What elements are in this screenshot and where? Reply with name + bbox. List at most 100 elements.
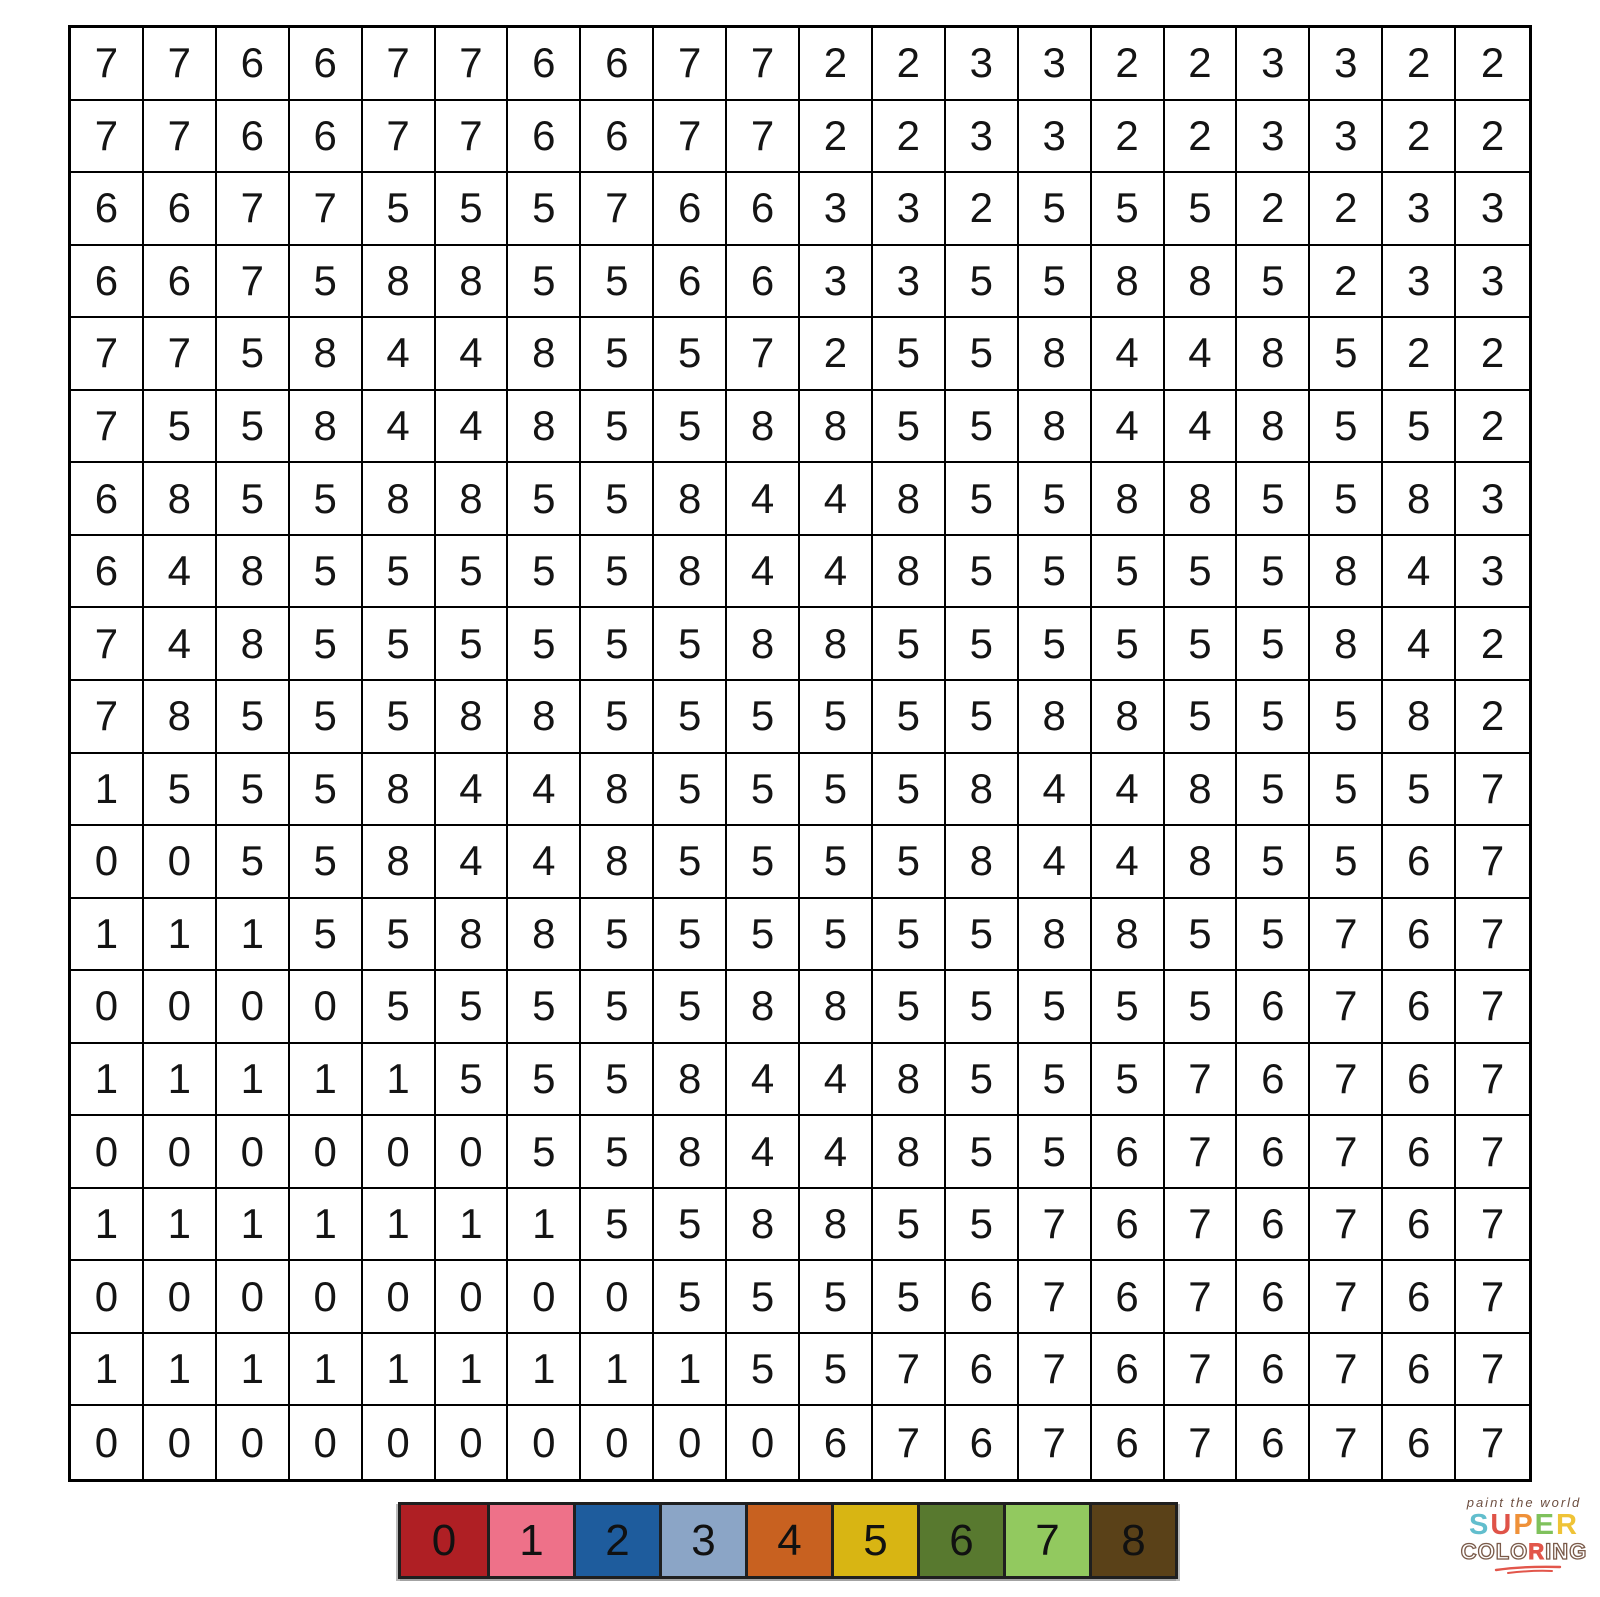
grid-cell[interactable]: 7 <box>1456 826 1529 899</box>
grid-cell[interactable]: 7 <box>1456 1116 1529 1189</box>
grid-cell[interactable]: 5 <box>508 173 582 246</box>
grid-cell[interactable]: 6 <box>1383 1261 1457 1334</box>
grid-cell[interactable]: 6 <box>1091 1116 1165 1189</box>
grid-cell[interactable]: 7 <box>727 318 800 391</box>
grid-cell[interactable]: 8 <box>216 535 290 609</box>
grid-cell[interactable]: 5 <box>289 826 363 899</box>
grid-cell[interactable]: 6 <box>1237 971 1311 1044</box>
grid-cell[interactable]: 7 <box>143 28 217 101</box>
grid-cell[interactable]: 0 <box>71 826 144 899</box>
grid-cell[interactable]: 8 <box>289 390 363 464</box>
grid-cell[interactable]: 2 <box>1091 100 1165 174</box>
grid-cell[interactable]: 0 <box>71 1261 144 1334</box>
grid-cell[interactable]: 0 <box>216 1406 290 1479</box>
grid-cell[interactable]: 5 <box>800 826 873 899</box>
grid-cell[interactable]: 6 <box>1091 1406 1165 1479</box>
grid-cell[interactable]: 3 <box>1237 100 1311 174</box>
grid-cell[interactable]: 5 <box>727 898 800 972</box>
grid-cell[interactable]: 1 <box>362 1333 436 1407</box>
legend-swatch-1[interactable]: 1 <box>487 1505 573 1576</box>
grid-cell[interactable]: 7 <box>362 28 436 101</box>
grid-cell[interactable]: 8 <box>362 753 436 827</box>
grid-cell[interactable]: 8 <box>435 680 509 754</box>
grid-cell[interactable]: 6 <box>945 1333 1019 1407</box>
grid-cell[interactable]: 8 <box>727 608 800 681</box>
grid-cell[interactable]: 8 <box>1164 245 1238 319</box>
grid-cell[interactable]: 5 <box>800 753 873 827</box>
grid-cell[interactable]: 3 <box>945 100 1019 174</box>
grid-cell[interactable]: 4 <box>1091 826 1165 899</box>
grid-cell[interactable]: 3 <box>1456 535 1529 609</box>
grid-cell[interactable]: 4 <box>1018 826 1092 899</box>
grid-cell[interactable]: 1 <box>362 1188 436 1262</box>
legend-swatch-8[interactable]: 8 <box>1089 1505 1175 1576</box>
grid-cell[interactable]: 5 <box>581 245 655 319</box>
grid-cell[interactable]: 5 <box>1164 608 1238 681</box>
grid-cell[interactable]: 4 <box>435 318 509 391</box>
grid-cell[interactable]: 4 <box>800 1116 873 1189</box>
grid-cell[interactable]: 8 <box>1310 535 1384 609</box>
grid-cell[interactable]: 0 <box>362 1261 436 1334</box>
grid-cell[interactable]: 3 <box>1456 245 1529 319</box>
grid-cell[interactable]: 1 <box>216 898 290 972</box>
grid-cell[interactable]: 5 <box>654 390 728 464</box>
grid-cell[interactable]: 0 <box>143 1261 217 1334</box>
grid-cell[interactable]: 8 <box>800 971 873 1044</box>
grid-cell[interactable]: 5 <box>1018 463 1092 536</box>
grid-cell[interactable]: 8 <box>1018 680 1092 754</box>
grid-cell[interactable]: 7 <box>143 318 217 391</box>
grid-cell[interactable]: 8 <box>654 1116 728 1189</box>
grid-cell[interactable]: 5 <box>1091 173 1165 246</box>
grid-cell[interactable]: 2 <box>1164 100 1238 174</box>
grid-cell[interactable]: 0 <box>71 1116 144 1189</box>
grid-cell[interactable]: 5 <box>216 680 290 754</box>
grid-cell[interactable]: 5 <box>508 1043 582 1117</box>
legend-swatch-6[interactable]: 6 <box>917 1505 1003 1576</box>
grid-cell[interactable]: 8 <box>143 463 217 536</box>
grid-cell[interactable]: 1 <box>289 1043 363 1117</box>
grid-cell[interactable]: 0 <box>289 1261 363 1334</box>
grid-cell[interactable]: 7 <box>1164 1333 1238 1407</box>
grid-cell[interactable]: 3 <box>800 173 873 246</box>
grid-cell[interactable]: 6 <box>1383 898 1457 972</box>
grid-cell[interactable]: 7 <box>1310 1116 1384 1189</box>
grid-cell[interactable]: 6 <box>71 535 144 609</box>
grid-cell[interactable]: 8 <box>945 826 1019 899</box>
grid-cell[interactable]: 2 <box>1383 28 1457 101</box>
grid-cell[interactable]: 6 <box>945 1406 1019 1479</box>
grid-cell[interactable]: 5 <box>289 535 363 609</box>
grid-cell[interactable]: 7 <box>1310 1261 1384 1334</box>
grid-cell[interactable]: 5 <box>872 753 946 827</box>
grid-cell[interactable]: 5 <box>1383 390 1457 464</box>
grid-cell[interactable]: 5 <box>945 1188 1019 1262</box>
grid-cell[interactable]: 8 <box>727 390 800 464</box>
grid-cell[interactable]: 6 <box>1091 1261 1165 1334</box>
grid-cell[interactable]: 4 <box>800 535 873 609</box>
grid-cell[interactable]: 8 <box>143 680 217 754</box>
grid-cell[interactable]: 5 <box>872 608 946 681</box>
grid-cell[interactable]: 6 <box>71 463 144 536</box>
grid-cell[interactable]: 8 <box>435 898 509 972</box>
grid-cell[interactable]: 6 <box>216 100 290 174</box>
grid-cell[interactable]: 0 <box>71 1406 144 1479</box>
grid-cell[interactable]: 5 <box>1237 245 1311 319</box>
grid-cell[interactable]: 8 <box>1091 898 1165 972</box>
grid-cell[interactable]: 5 <box>654 753 728 827</box>
grid-cell[interactable]: 0 <box>143 1406 217 1479</box>
grid-cell[interactable]: 7 <box>289 173 363 246</box>
grid-cell[interactable]: 0 <box>435 1116 509 1189</box>
grid-cell[interactable]: 4 <box>143 535 217 609</box>
grid-cell[interactable]: 3 <box>1310 100 1384 174</box>
grid-cell[interactable]: 2 <box>1456 28 1529 101</box>
grid-cell[interactable]: 7 <box>1456 971 1529 1044</box>
grid-cell[interactable]: 5 <box>1164 898 1238 972</box>
grid-cell[interactable]: 4 <box>727 535 800 609</box>
grid-cell[interactable]: 5 <box>800 898 873 972</box>
grid-cell[interactable]: 5 <box>508 245 582 319</box>
grid-cell[interactable]: 1 <box>71 1043 144 1117</box>
grid-cell[interactable]: 5 <box>362 971 436 1044</box>
grid-cell[interactable]: 5 <box>289 463 363 536</box>
grid-cell[interactable]: 5 <box>1310 390 1384 464</box>
grid-cell[interactable]: 5 <box>435 608 509 681</box>
grid-cell[interactable]: 6 <box>654 173 728 246</box>
